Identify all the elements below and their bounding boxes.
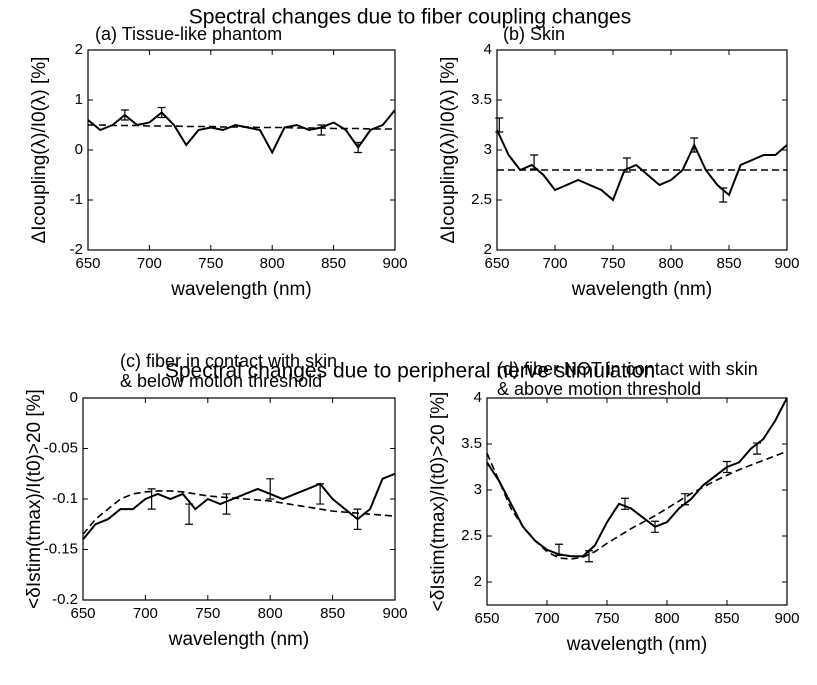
x-tick-label: 850 (716, 255, 741, 272)
error-bar (185, 503, 194, 525)
y-axis-label: ΔIcoupling(λ)/I0(λ) [%] (438, 57, 459, 244)
x-tick-label: 750 (198, 255, 223, 272)
error-bar (753, 442, 761, 455)
panel-subtitle: & above motion threshold (497, 379, 701, 399)
x-tick-label: 900 (774, 255, 799, 272)
data-line (486, 397, 788, 558)
data-line (486, 450, 788, 560)
x-tick-label: 700 (534, 610, 559, 627)
y-tick-label: -1 (70, 191, 83, 208)
x-tick-label: 650 (70, 605, 95, 622)
x-tick-label: 800 (260, 255, 285, 272)
data-line (87, 109, 396, 155)
error-bar (621, 497, 629, 510)
panel-title: (b) Skin (503, 24, 565, 44)
panel-subtitle: & below motion threshold (120, 371, 322, 391)
error-bar (651, 520, 659, 533)
x-tick-label: 700 (133, 605, 158, 622)
y-tick-label: 3.5 (471, 91, 492, 108)
panel-title: (a) Tissue-like phantom (95, 24, 282, 44)
error-bar (723, 460, 731, 474)
y-tick-label: 2 (75, 41, 83, 58)
error-bar (147, 488, 156, 510)
axes-frame (496, 49, 788, 251)
y-tick-label: -0.15 (44, 540, 78, 557)
error-bar (316, 483, 325, 505)
y-tick-label: 2 (474, 573, 482, 590)
x-tick-label: 850 (321, 255, 346, 272)
x-tick-label: 750 (594, 610, 619, 627)
error-bar (157, 106, 166, 119)
y-tick-label: 3 (474, 481, 482, 498)
y-axis-label: <δIstim(tmax)/I(t0)>20 [%] (428, 392, 449, 612)
error-bar (719, 187, 728, 203)
x-tick-label: 750 (600, 255, 625, 272)
x-tick-label: 800 (258, 605, 283, 622)
error-bar (266, 478, 275, 500)
x-axis-label: wavelength (nm) (566, 634, 707, 655)
error-bar (317, 124, 326, 136)
x-tick-label: 800 (654, 610, 679, 627)
y-tick-label: 3.5 (461, 435, 482, 452)
y-tick-label: 2.5 (461, 527, 482, 544)
y-tick-label: 4 (484, 41, 492, 58)
x-tick-label: 650 (474, 610, 499, 627)
panel-title: (d) fiber NOT in contact with skin (497, 359, 758, 379)
x-axis-label: wavelength (nm) (170, 279, 311, 300)
x-tick-label: 750 (195, 605, 220, 622)
y-tick-label: -0.05 (44, 439, 78, 456)
y-tick-label: -0.1 (52, 490, 78, 507)
x-tick-label: 850 (714, 610, 739, 627)
error-bar (354, 141, 363, 154)
x-axis-label: wavelength (nm) (168, 629, 309, 650)
section-heading: Spectral changes due to peripheral nerve… (165, 360, 655, 383)
error-bar (120, 109, 129, 121)
error-bar (585, 550, 593, 563)
error-bar (555, 543, 563, 556)
x-tick-label: 800 (658, 255, 683, 272)
x-tick-label: 700 (137, 255, 162, 272)
data-line (82, 490, 396, 535)
section-heading: Spectral changes due to fiber coupling c… (189, 6, 631, 29)
y-tick-label: 3 (484, 141, 492, 158)
y-axis-label: ΔIcoupling(λ)/I0(λ) [%] (29, 57, 50, 244)
x-tick-label: 700 (542, 255, 567, 272)
x-tick-label: 900 (382, 255, 407, 272)
y-tick-label: -0.2 (52, 591, 78, 608)
data-line (82, 472, 396, 541)
x-axis-label: wavelength (nm) (571, 279, 712, 300)
x-tick-label: 900 (774, 610, 799, 627)
y-tick-label: 2.5 (471, 191, 492, 208)
error-bar (530, 154, 539, 170)
data-line (496, 129, 788, 202)
axes-frame (87, 49, 396, 251)
error-bar (690, 137, 699, 153)
x-tick-label: 850 (320, 605, 345, 622)
error-bar (222, 493, 231, 515)
y-tick-label: 1 (75, 91, 83, 108)
y-tick-label: -2 (70, 241, 83, 258)
axes-frame (486, 397, 788, 606)
panel-title: (c) fiber in contact with skin (120, 351, 337, 371)
x-tick-label: 900 (382, 605, 407, 622)
y-axis-label: <δIstim(tmax)/I(t0)>20 [%] (24, 389, 45, 609)
y-tick-label: 0 (70, 389, 78, 406)
x-tick-label: 650 (484, 255, 509, 272)
x-tick-label: 650 (75, 255, 100, 272)
data-line (88, 124, 395, 130)
y-tick-label: 0 (75, 141, 83, 158)
error-bar (353, 508, 362, 530)
y-tick-label: 4 (474, 389, 482, 406)
error-bar (681, 493, 689, 506)
y-tick-label: 2 (484, 241, 492, 258)
error-bar (622, 157, 631, 173)
